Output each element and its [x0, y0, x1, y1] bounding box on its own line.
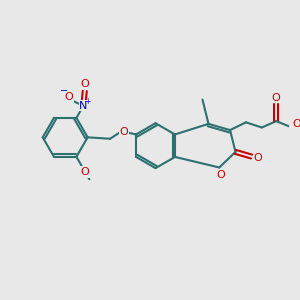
Text: O: O [120, 127, 128, 136]
Text: O: O [80, 79, 89, 89]
Text: O: O [254, 154, 262, 164]
Text: O: O [64, 92, 73, 102]
Text: +: + [84, 98, 91, 106]
Text: O: O [217, 170, 226, 180]
Text: O: O [272, 92, 280, 103]
Text: O: O [292, 119, 300, 129]
Text: −: − [60, 86, 68, 97]
Text: N: N [79, 101, 88, 111]
Text: O: O [81, 167, 90, 177]
